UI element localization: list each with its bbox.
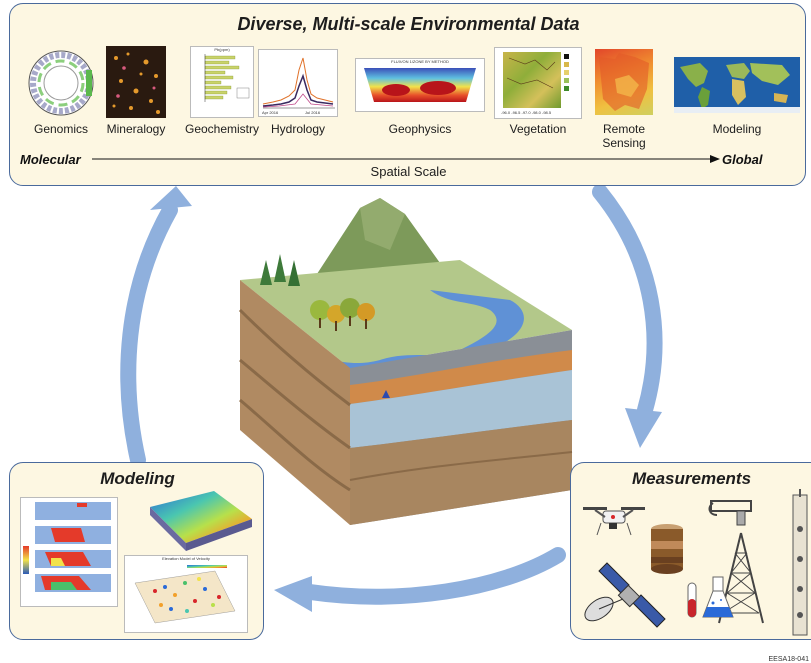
global-modeling-thumbnail: [674, 57, 800, 113]
caption-modeling: Modeling: [712, 122, 762, 136]
flask-icon: [702, 576, 734, 618]
test-tube-icon: [687, 582, 697, 618]
measurements-panel: Measurements: [570, 462, 811, 640]
watershed-block-diagram: [238, 198, 573, 525]
mineralogy-thumbnail: [106, 46, 166, 118]
genomics-thumbnail: [26, 48, 96, 118]
data-panel-title: Diverse, Multi-scale Environmental Data: [237, 14, 580, 34]
arrow-modeling-to-data: [120, 202, 178, 468]
terrain-surface-model: [150, 491, 252, 551]
caption-geochemistry: Geochemistry: [184, 122, 260, 136]
modeling-panel: Modeling: [9, 462, 264, 640]
measurements-panel-title: Measurements: [631, 469, 752, 488]
borehole-probe-icon: [792, 489, 808, 636]
spatial-scale-label: Spatial Scale: [370, 164, 447, 179]
data-panel: Diverse, Multi-scale Environmental Data …: [9, 3, 806, 186]
geophysics-thumbnail: FLUX/ON 1/ZONE BY METHOD: [355, 58, 485, 112]
satellite-icon: [584, 562, 666, 628]
caption-genomics: Genomics: [33, 122, 89, 136]
cross-section-plots: [20, 497, 118, 607]
arrow-head-down: [625, 408, 662, 448]
soil-core-icon: [651, 524, 683, 574]
arrow-measurements-to-modeling: [302, 547, 566, 605]
caption-remote-sensing: Remote Sensing: [602, 122, 646, 150]
vegetation-thumbnail: -96.0 -96.5 -97.0 -98.0 -98.5: [494, 47, 582, 119]
modeling-panel-title: Modeling: [100, 469, 175, 488]
geochemistry-thumbnail: Pb(ppm): [190, 46, 254, 118]
caption-hydrology: Hydrology: [270, 122, 326, 136]
arrow-head-up: [150, 186, 192, 210]
figure-code: EESA18-041: [768, 656, 809, 663]
fracture-network-model: Elevation Model of Velocity: [124, 555, 248, 633]
scale-start-label: Molecular: [20, 152, 81, 167]
caption-mineralogy: Mineralogy: [106, 122, 166, 136]
hydrology-thumbnail: Apr 2016 Jul 2016: [258, 49, 338, 117]
water-table-marker: [382, 390, 390, 398]
arrow-head-left: [274, 576, 312, 612]
scale-arrow: [92, 155, 720, 163]
forest-trees: [260, 254, 375, 331]
caption-vegetation: Vegetation: [509, 122, 567, 136]
sampling-tower-icon: [708, 500, 764, 624]
drone-icon: [583, 507, 645, 536]
caption-geophysics: Geophysics: [388, 122, 452, 136]
remote-sensing-thumbnail: [595, 49, 653, 115]
scale-end-label: Global: [722, 152, 763, 167]
arrow-data-to-measurements: [592, 184, 663, 418]
